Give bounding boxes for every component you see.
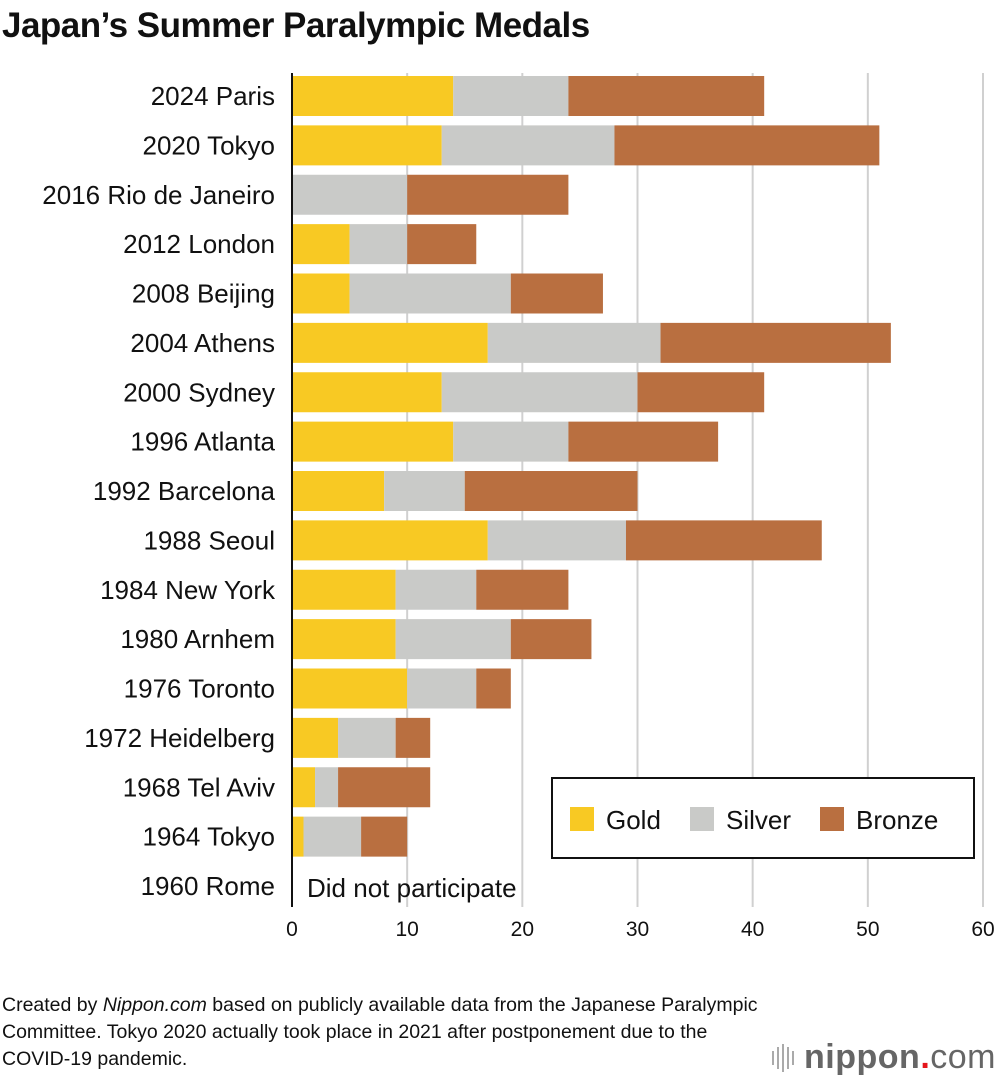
bar-gold [292,569,396,610]
bar-silver [349,273,511,314]
bar-gold [292,125,442,166]
bar-gold [292,224,350,265]
bar-gold [292,668,408,709]
x-tick-label: 40 [741,918,764,941]
category-label: 1960 Rome [141,871,275,901]
bar-bronze [395,717,431,758]
category-label: 1964 Tokyo [142,822,275,852]
bar-silver [303,816,362,857]
legend-label-bronze: Bronze [856,805,938,835]
category-label: 2008 Beijing [132,279,275,309]
bar-bronze [660,322,891,363]
category-label: 2016 Rio de Janeiro [42,180,275,210]
legend-swatch-bronze [820,807,844,831]
bar-gold [292,76,454,116]
note-prefix: Created by [2,994,103,1016]
bar-silver [292,174,408,215]
note-suffix: based on publicly available data from th… [2,994,758,1070]
bar-gold [292,421,454,462]
bar-gold [292,322,488,363]
bar-silver [487,520,626,561]
x-tick-label: 30 [626,918,649,941]
bar-bronze [568,421,719,462]
bar-bronze [625,520,822,561]
legend-label-silver: Silver [726,805,791,835]
category-label: 1984 New York [100,575,276,605]
category-label: 1980 Arnhem [120,624,275,654]
category-label: 2004 Athens [130,328,275,358]
soundwave-icon [772,1043,795,1072]
bar-silver [349,224,408,265]
x-tick-label: 20 [511,918,534,941]
category-label: 2012 London [123,229,275,259]
category-label: 2020 Tokyo [142,130,275,160]
logo-tld: com [930,1038,996,1076]
bar-bronze [407,224,477,265]
bar-silver [395,619,511,660]
bar-silver [441,372,638,413]
bar-gold [292,471,385,511]
legend-swatch-gold [570,807,594,831]
category-label: 1988 Seoul [143,525,275,555]
chart-title: Japan’s Summer Paralympic Medals [2,6,590,45]
nippon-logo: nippon. com [772,1038,996,1077]
bar-bronze [510,273,603,314]
bar-bronze [510,619,592,660]
bar-silver [384,471,465,511]
bar-silver [441,125,615,166]
bar-bronze [476,668,511,709]
bar-silver [395,569,477,610]
category-label: 1976 Toronto [124,674,275,704]
category-label: 1996 Atlanta [130,427,275,457]
category-label: 2024 Paris [151,81,275,111]
category-label: 1968 Tel Aviv [123,772,275,802]
x-tick-label: 0 [286,918,298,941]
category-label: 1972 Heidelberg [84,723,275,753]
bar-bronze [568,76,765,116]
x-tick-label: 10 [395,918,418,941]
bar-bronze [614,125,880,166]
annotation-did-not-participate: Did not participate [307,873,517,903]
bar-gold [292,273,350,314]
bar-silver [487,322,661,363]
bar-bronze [361,816,408,857]
bar-bronze [407,174,569,215]
legend-swatch-silver [690,807,714,831]
category-label: 2000 Sydney [123,377,275,407]
legend-label-gold: Gold [606,805,661,835]
x-tick-label: 50 [856,918,879,941]
x-tick-label: 60 [971,918,994,941]
source-note: Created by Nippon.com based on publicly … [2,992,762,1073]
bar-gold [292,619,396,660]
logo-dot: . [920,1038,931,1076]
bar-silver [338,717,396,758]
bar-bronze [476,569,569,610]
bar-silver [315,767,339,808]
bar-bronze [338,767,431,808]
bar-bronze [464,471,638,511]
category-label: 1992 Barcelona [93,476,276,506]
legend-box [551,777,975,859]
bar-bronze [637,372,765,413]
bar-gold [292,816,304,857]
logo-name: nippon [804,1038,921,1076]
bar-silver [453,421,569,462]
bar-gold [292,717,339,758]
bar-silver [407,668,477,709]
bar-gold [292,372,442,413]
bar-gold [292,767,316,808]
bar-gold [292,520,488,561]
note-source: Nippon.com [102,994,207,1016]
bar-silver [453,76,569,116]
